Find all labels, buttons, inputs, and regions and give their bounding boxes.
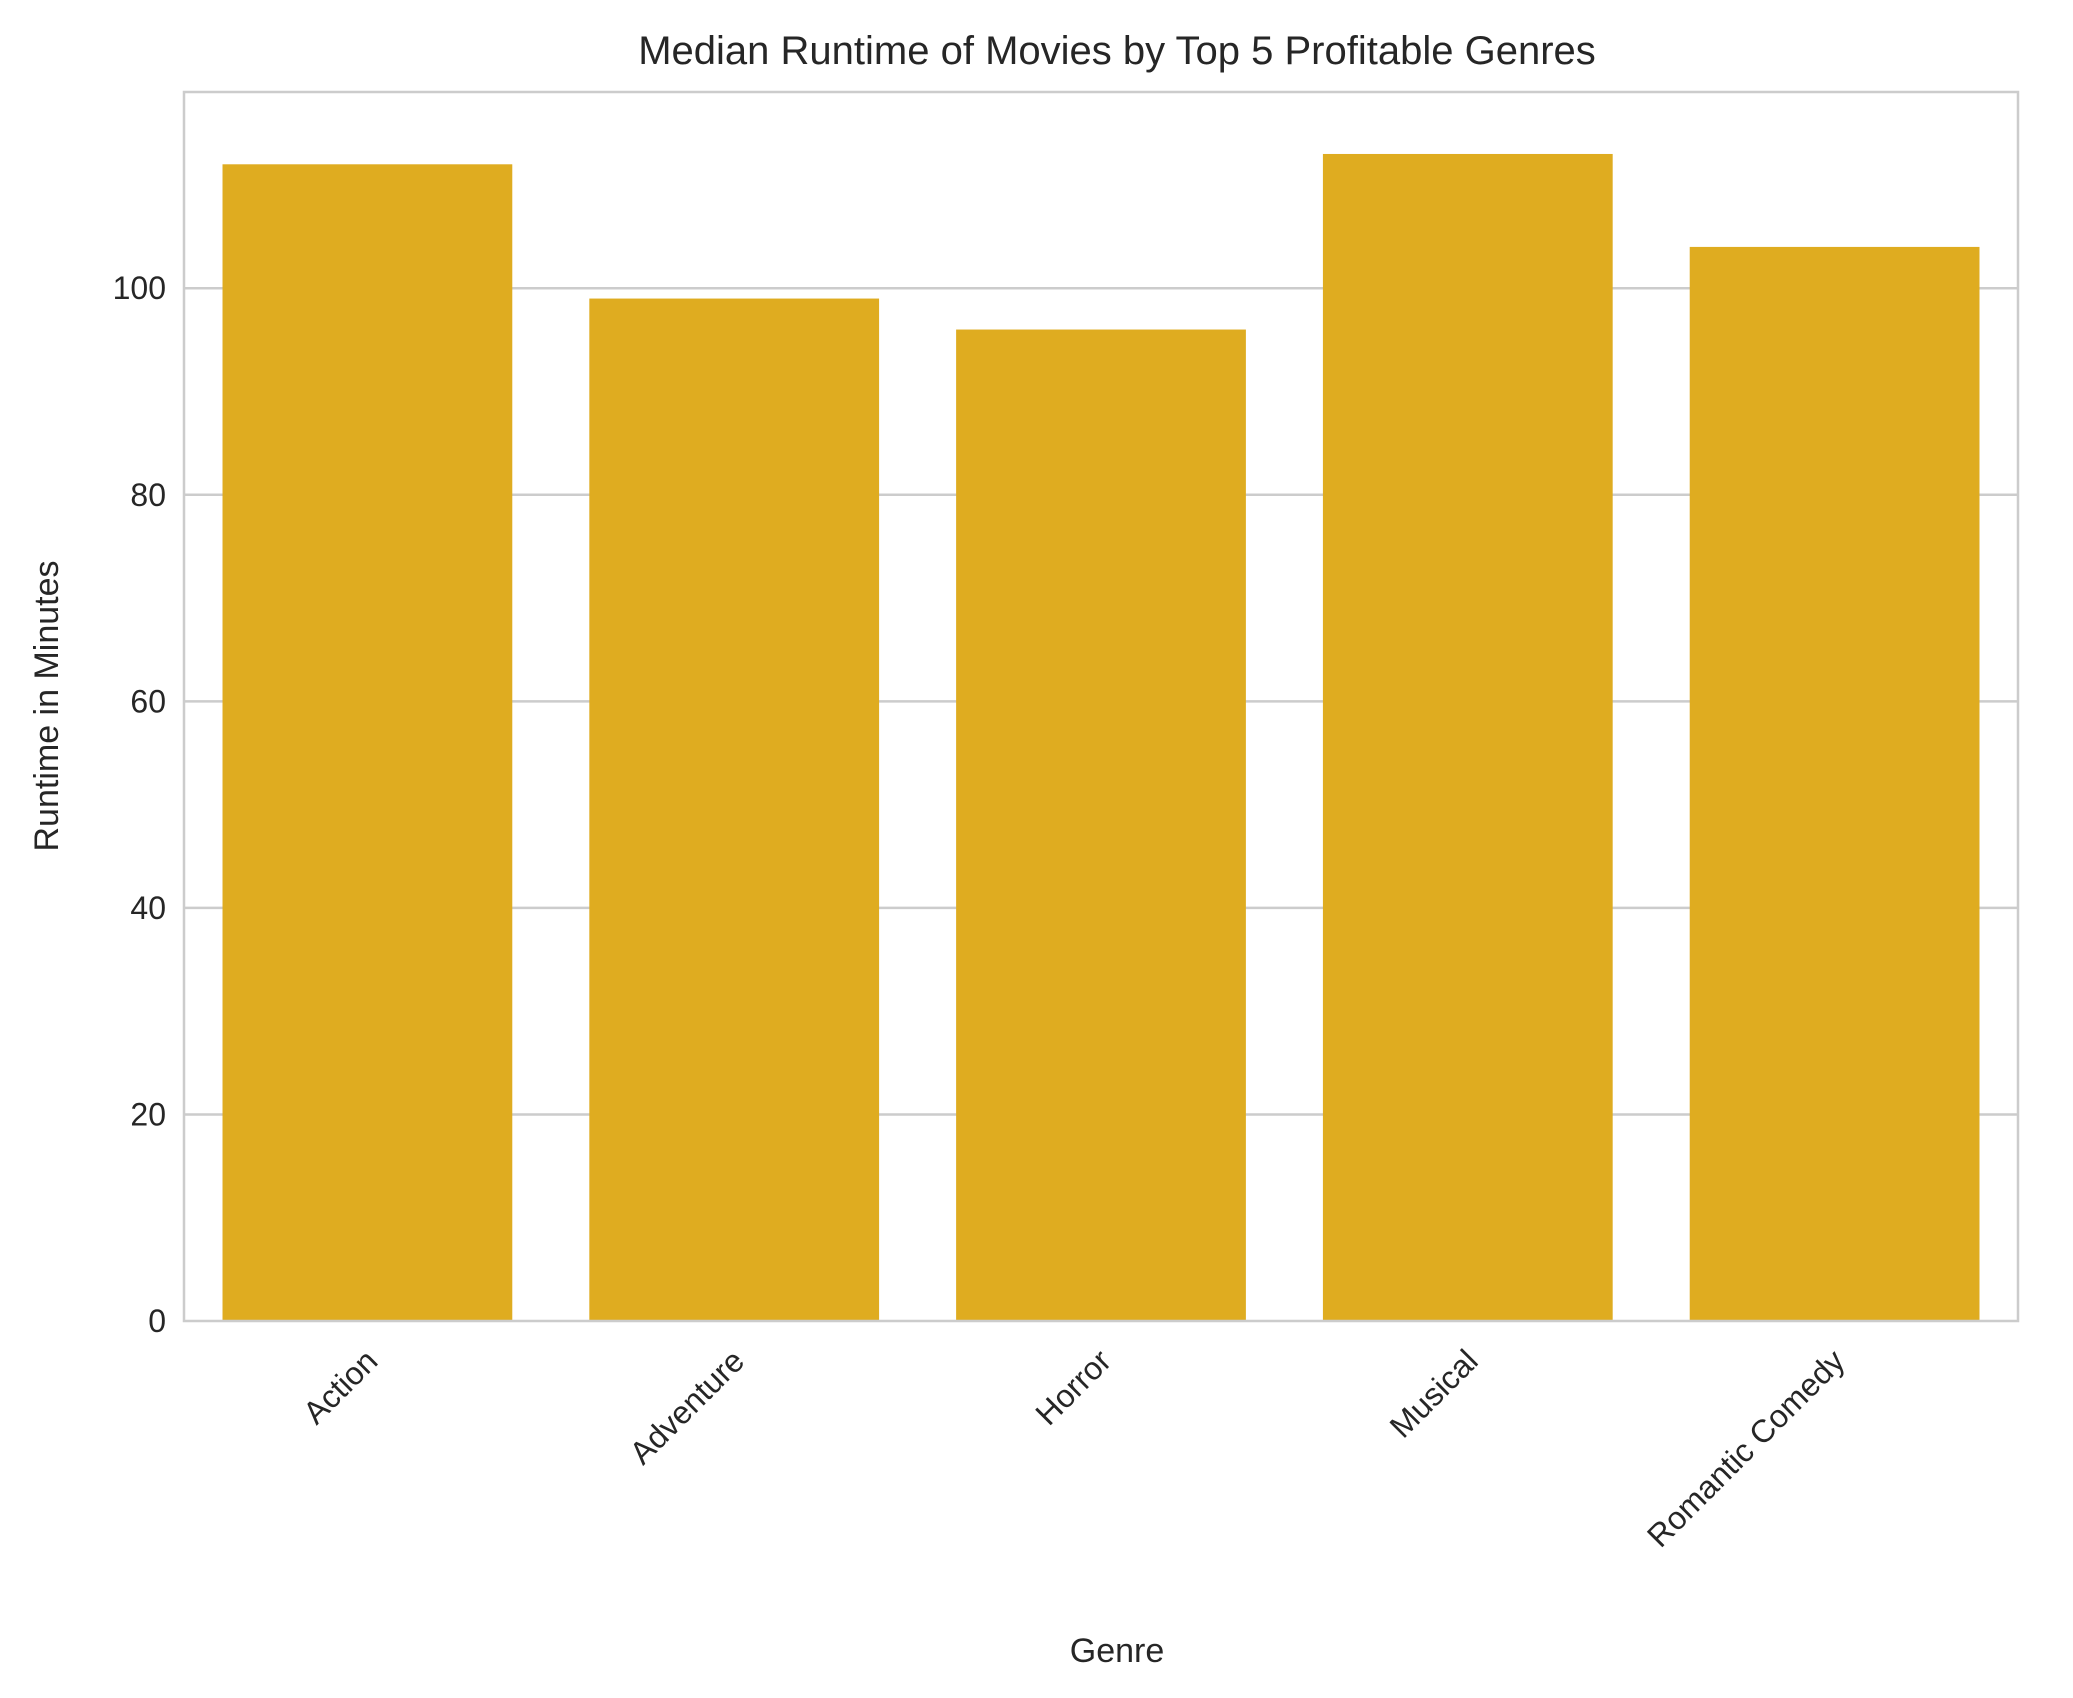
- bar-action: [222, 164, 513, 1322]
- bar-horror: [956, 329, 1246, 1321]
- x-tick-label: Romantic Comedy: [1640, 1342, 1852, 1554]
- x-axis-ticks: Action Adventure Horror Musical Romantic Com…: [296, 1342, 1852, 1554]
- bar-musical: [1322, 153, 1613, 1321]
- x-axis-label: Genre: [1070, 1632, 1165, 1670]
- y-tick-label: 0: [148, 1303, 166, 1339]
- y-tick-label: 60: [130, 683, 166, 719]
- bar-romantic-comedy: [1689, 246, 1980, 1321]
- y-axis-label: Runtime in Minutes: [28, 560, 66, 851]
- x-tick-label: Action: [296, 1342, 384, 1430]
- y-axis-ticks: 0 20 40 60 80 100: [113, 270, 166, 1339]
- bars: [222, 153, 1980, 1322]
- x-tick-label: Horror: [1028, 1342, 1118, 1432]
- plot-frame: [182, 90, 2020, 1323]
- x-tick-label: Adventure: [623, 1342, 752, 1471]
- y-tick-label: 100: [113, 270, 166, 306]
- y-tick-label: 20: [130, 1096, 166, 1132]
- bar-adventure: [589, 298, 880, 1321]
- y-tick-label: 80: [130, 477, 166, 513]
- x-tick-label: Musical: [1383, 1342, 1485, 1444]
- y-tick-label: 40: [130, 890, 166, 926]
- chart-title: Median Runtime of Movies by Top 5 Profit…: [638, 29, 1596, 73]
